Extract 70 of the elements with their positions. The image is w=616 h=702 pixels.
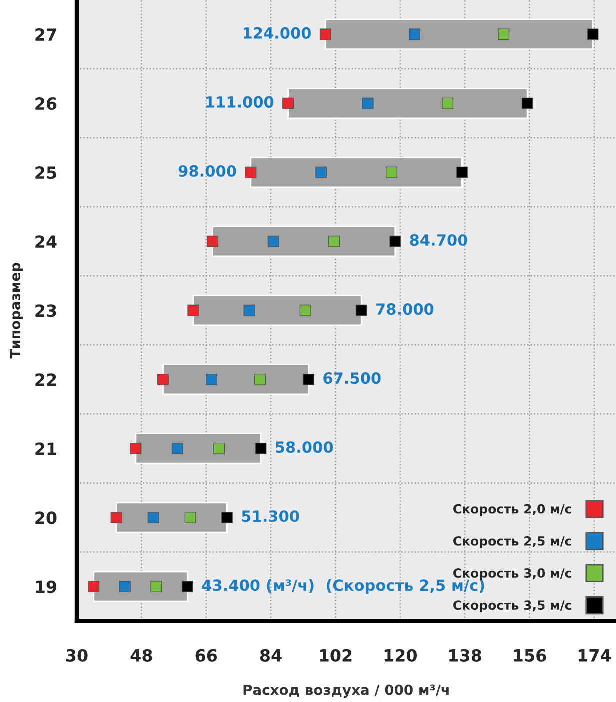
point [244,304,256,316]
point [522,98,534,110]
legend-label: Скорость 2,5 м/с [453,536,572,548]
point [150,581,162,592]
y-tick-label: 27 [36,28,56,41]
point [386,166,398,178]
point [320,28,332,40]
x-tick-label: 48 [130,649,152,662]
point [221,512,233,524]
annotation: 43.400 (м³/ч) (Скорость 2,5 м/с) [202,579,484,594]
x-tick-label: 174 [578,650,612,662]
x-tick-label: 156 [514,649,546,662]
y-axis-title: Типоразмер [10,263,24,359]
point [456,166,468,178]
point [158,374,169,386]
x-tick-label: 120 [384,649,417,662]
point [442,98,454,110]
x-tick-label: 138 [450,649,482,662]
point [110,512,122,524]
x-tick-label: 30 [66,649,88,662]
point [409,28,421,40]
point [362,98,374,110]
point [303,374,314,386]
annotation: 67.500 [324,372,381,384]
y-tick-label: 20 [36,512,57,524]
x-tick-label: 66 [196,649,218,662]
y-tick-label: 26 [36,98,57,110]
point [498,28,510,40]
annotation: 111.000 [206,96,274,108]
point [316,166,328,178]
bar [212,226,396,258]
point [214,442,226,454]
annotation: 58.000 [276,442,334,454]
annotation: 51.300 [242,510,300,522]
point [188,304,200,316]
point [268,236,280,248]
point [255,442,267,454]
legend-label: Скорость 3,0 м/с [453,568,572,580]
y-tick-label: 25 [36,166,56,180]
point [587,28,599,40]
point [390,236,402,248]
annotation: 84.700 [410,234,468,246]
point [328,236,340,248]
y-tick-label: 22 [36,374,56,386]
annotation: 124.000 [244,27,312,39]
x-tick-label: 84 [260,649,282,662]
point [356,304,368,316]
y-tick-label: 21 [36,442,56,456]
point [300,304,312,316]
annotation: 78.000 [376,304,434,316]
point [130,442,142,454]
legend-label: Скорость 3,5 м/с [453,600,572,613]
point [282,98,294,110]
point [206,374,218,386]
point [184,512,196,524]
y-tick-label: 23 [36,304,56,318]
point [182,581,194,592]
y-tick-label: 19 [36,580,56,594]
point [88,581,100,592]
point [172,442,184,454]
point [119,581,131,592]
point [148,512,160,524]
annotation: 98.000 [178,165,236,178]
legend-label: Скорость 2,0 м/с [453,504,572,516]
point [245,166,257,178]
point [207,236,219,248]
x-axis-title: Расход воздуха / 000 м³/ч [244,684,449,698]
point [254,374,266,386]
x-tick-label: 102 [320,649,352,662]
y-tick-label: 24 [36,236,57,248]
